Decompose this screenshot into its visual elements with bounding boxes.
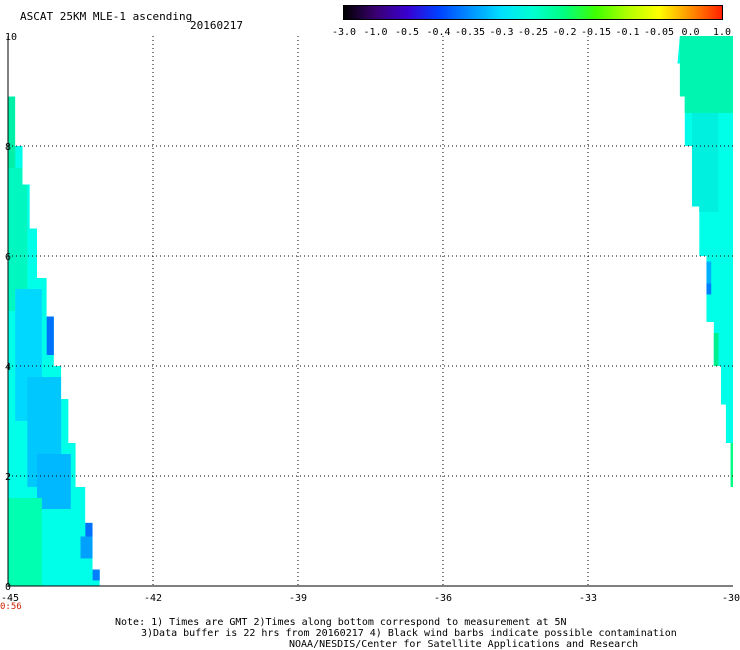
color-scale-label: -0.35 (454, 27, 486, 38)
left-swath-cell (85, 522, 93, 537)
left-swath-cell (8, 168, 28, 311)
color-scale-label: -0.15 (580, 27, 612, 38)
color-scale-label: -0.5 (394, 27, 420, 38)
x-tick-label: -45 (1, 593, 19, 604)
y-tick-label: 10 (5, 32, 17, 43)
right-swath-cell (691, 113, 719, 212)
left-swath (8, 96, 100, 586)
right-swath (677, 36, 733, 487)
right-swath-fill (677, 36, 733, 487)
right-swath-cell (730, 443, 733, 487)
color-scale-label: -0.2 (552, 27, 577, 38)
color-scale-label: -3.0 (331, 27, 357, 38)
y-tick-label: 4 (5, 362, 11, 373)
x-tick-label: -33 (579, 593, 597, 604)
lat-lon-grid (7, 36, 733, 587)
color-scale-bar (343, 5, 723, 20)
color-scale-label: -0.3 (489, 27, 514, 38)
color-scale-label: -1.0 (363, 27, 388, 38)
footer-note-line1: Note: 1) Times are GMT 2)Times along bot… (115, 617, 567, 628)
axis-tick-labels: -45 -42 -39 -36 -33 -30 0 2 4 6 8 10 (1, 32, 740, 604)
color-scale-label: -0.05 (643, 27, 675, 38)
right-swath-cell (679, 36, 733, 113)
map-title: ASCAT 25KM MLE-1 ascending (20, 10, 193, 23)
pass-time-label: 0:56 (0, 602, 22, 612)
y-tick-label: 6 (5, 252, 11, 263)
footer-credit: NOAA/NESDIS/Center for Satellite Applica… (289, 639, 639, 650)
x-tick-label: -39 (289, 593, 307, 604)
color-scale-label: -0.25 (517, 27, 549, 38)
y-tick-label: 8 (5, 142, 11, 153)
left-swath-cell (8, 498, 42, 586)
x-tick-label: -36 (434, 593, 452, 604)
left-swath-cell (92, 569, 100, 581)
map-date: 20160217 (190, 19, 243, 32)
right-swath-cell (706, 283, 712, 295)
right-swath-cell (713, 333, 719, 366)
y-tick-label: 0 (5, 582, 11, 593)
x-tick-label: -30 (722, 593, 740, 604)
y-tick-label: 2 (5, 472, 11, 483)
x-tick-label: -42 (144, 593, 162, 604)
left-swath-cell (8, 96, 16, 168)
left-swath-cell (80, 536, 93, 559)
wind-swath-layer (8, 36, 733, 586)
color-scale-label: -0.1 (615, 27, 640, 38)
color-scale-label: -0.4 (426, 27, 451, 38)
footer-note-line2: 3)Data buffer is 22 hrs from 20160217 4)… (141, 628, 677, 639)
left-swath-cell (37, 454, 71, 509)
color-scale-label: 1.0 (712, 27, 732, 38)
left-swath-cell (46, 316, 54, 355)
right-swath-cell (706, 261, 712, 284)
color-scale-label: 0.0 (681, 27, 700, 38)
